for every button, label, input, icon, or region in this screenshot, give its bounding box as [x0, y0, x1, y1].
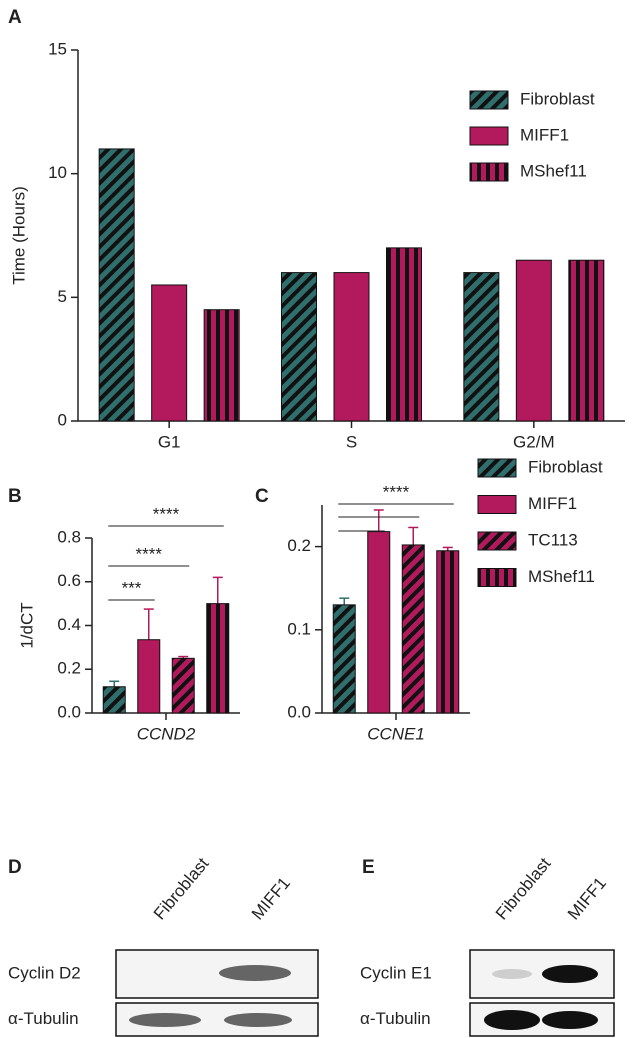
y-tick-label: 10	[48, 163, 67, 182]
blot-band	[224, 1013, 292, 1027]
bar	[386, 247, 422, 422]
blot-band	[219, 965, 291, 981]
legend-swatch	[469, 162, 509, 182]
legend-label: MIFF1	[520, 125, 569, 144]
legend-label: MShef11	[528, 567, 595, 586]
bar	[333, 272, 370, 422]
legend-swatch	[469, 126, 509, 146]
blot-band	[542, 965, 598, 983]
bar	[98, 148, 135, 422]
y-tick-label: 0.0	[287, 702, 311, 721]
bar	[515, 259, 552, 422]
bar	[171, 657, 195, 714]
legend-swatch	[477, 458, 517, 478]
significance-label: ****	[136, 544, 163, 563]
bar	[568, 259, 605, 422]
legend-label: Fibroblast	[528, 457, 603, 476]
row-label: α-Tubulin	[360, 1009, 431, 1028]
lane-label: Fibroblast	[150, 854, 213, 924]
significance-label: ****	[383, 482, 410, 501]
legend-swatch	[469, 90, 509, 110]
blot-band	[129, 1013, 201, 1027]
panel-label: C	[255, 486, 269, 507]
bar	[102, 686, 126, 714]
panel-label: D	[8, 857, 22, 878]
y-tick-label: 0.2	[287, 536, 311, 555]
bar	[137, 639, 161, 714]
legend-label: TC113	[528, 530, 578, 549]
y-tick-label: 5	[58, 287, 67, 306]
blot-band	[492, 969, 532, 979]
x-tick-label: S	[346, 432, 357, 451]
legend-label: MShef11	[520, 161, 587, 180]
legend-swatch	[477, 495, 517, 514]
x-tick-label: CCND2	[137, 724, 196, 743]
bar	[463, 272, 500, 422]
legend-swatch	[477, 531, 517, 551]
y-tick-label: 0	[58, 410, 67, 429]
y-tick-label: 0.1	[287, 619, 311, 638]
panel-label: A	[8, 7, 22, 28]
bar	[203, 309, 240, 422]
row-label: α-Tubulin	[8, 1009, 79, 1028]
bar	[206, 603, 230, 714]
row-label: Cyclin E1	[360, 963, 432, 982]
panel-label: B	[8, 486, 22, 507]
bar	[367, 531, 391, 714]
significance-label: ****	[153, 504, 180, 523]
y-tick-label: 0.2	[57, 659, 81, 678]
legend-label: MIFF1	[528, 494, 577, 513]
y-tick-label: 15	[48, 39, 67, 58]
bar	[401, 544, 425, 714]
x-tick-label: G1	[158, 432, 181, 451]
bar	[332, 604, 356, 714]
y-tick-label: 0.8	[57, 527, 81, 546]
legend-swatch	[477, 568, 517, 587]
panel-label: E	[362, 857, 375, 878]
significance-label: ***	[122, 578, 142, 597]
lane-label: MIFF1	[248, 874, 294, 924]
lane-label: MIFF1	[564, 874, 610, 924]
y-tick-label: 0.4	[57, 615, 81, 634]
blot-band	[484, 1010, 540, 1030]
bar	[281, 272, 317, 422]
x-tick-label: CCNE1	[367, 724, 425, 743]
bar	[151, 284, 188, 422]
y-axis-label: 1/dCT	[17, 602, 36, 648]
blot-band	[542, 1011, 598, 1029]
bar	[436, 550, 460, 714]
x-tick-label: G2/M	[513, 432, 555, 451]
y-tick-label: 0.6	[57, 571, 81, 590]
y-tick-label: 0.0	[57, 702, 81, 721]
legend-label: Fibroblast	[520, 89, 595, 108]
lane-label: Fibroblast	[492, 854, 555, 924]
y-axis-label: Time (Hours)	[9, 186, 28, 285]
row-label: Cyclin D2	[8, 963, 81, 982]
